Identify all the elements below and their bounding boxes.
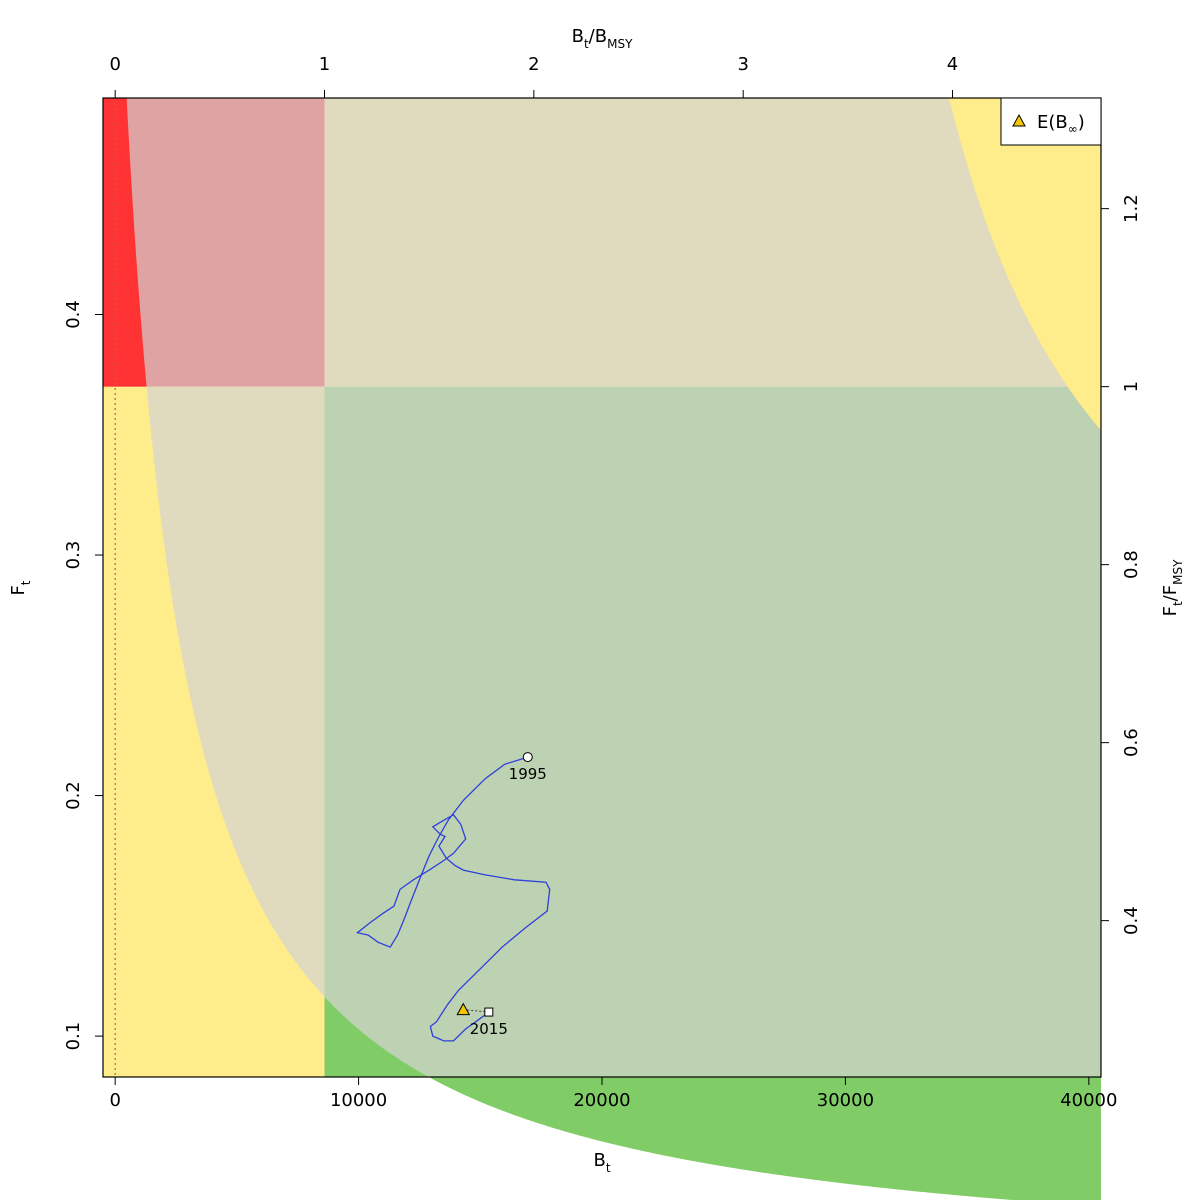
end-year-label: 2015 (470, 1020, 508, 1038)
y-right-tick-label: 0.6 (1121, 728, 1142, 757)
legend-label: E(B∞) (1037, 112, 1085, 136)
region-lightgreen-lower-right (324, 386, 1101, 1077)
x-top-tick-label: 4 (947, 54, 958, 75)
y-left-tick-label: 0.3 (63, 541, 84, 570)
x-bottom-tick-label: 40000 (1060, 1090, 1117, 1111)
start-point-marker (522, 752, 533, 763)
y-right-tick-label: 1 (1121, 381, 1142, 392)
y-left-tick-label: 0.2 (63, 781, 84, 810)
status-regions (103, 98, 1101, 1200)
end-point-marker (484, 1007, 494, 1017)
y-right-tick-label: 0.4 (1121, 906, 1142, 935)
region-red-upper-left (103, 98, 147, 387)
y-axis-title-right: Ft/FMSY (1160, 559, 1185, 616)
region-beige-lower-left (146, 386, 325, 997)
x-axis-title-bottom: Bt (593, 1150, 610, 1175)
x-bottom-tick-label: 30000 (817, 1090, 874, 1111)
x-bottom-tick-label: 10000 (330, 1090, 387, 1111)
region-yellow-upper-right (891, 98, 1101, 431)
y-left-tick-label: 0.4 (63, 300, 84, 329)
x-top-tick-label: 3 (737, 54, 748, 75)
trajectory-markers: 1995 2015 (456, 752, 547, 1038)
legend: E(B∞) (1000, 97, 1102, 146)
trajectory-line (355, 756, 551, 1042)
y-right-tick-label: 0.8 (1121, 550, 1142, 579)
y-right-tick-label: 1.2 (1121, 194, 1142, 223)
start-year-label: 1995 (509, 765, 547, 783)
y-left-tick-label: 0.1 (63, 1022, 84, 1051)
equilibrium-triangle-marker (456, 1002, 471, 1016)
legend-triangle-icon (1012, 113, 1026, 127)
x-bottom-tick-label: 0 (109, 1090, 120, 1111)
region-green-lower-right (324, 996, 1101, 1200)
trajectory-series (355, 756, 551, 1042)
y-axis-title-left: Ft (8, 580, 33, 595)
x-axis-title-top: Bt/BMSY (572, 26, 633, 51)
x-top-tick-label: 0 (109, 54, 120, 75)
x-top-tick-label: 2 (528, 54, 539, 75)
x-bottom-tick-label: 20000 (573, 1090, 630, 1111)
axes: 0 10000 20000 30000 40000 0 1 2 3 4 0.1 0.2 0.3 0.4 0.… (63, 54, 1142, 1111)
x-top-tick-label: 1 (319, 54, 330, 75)
